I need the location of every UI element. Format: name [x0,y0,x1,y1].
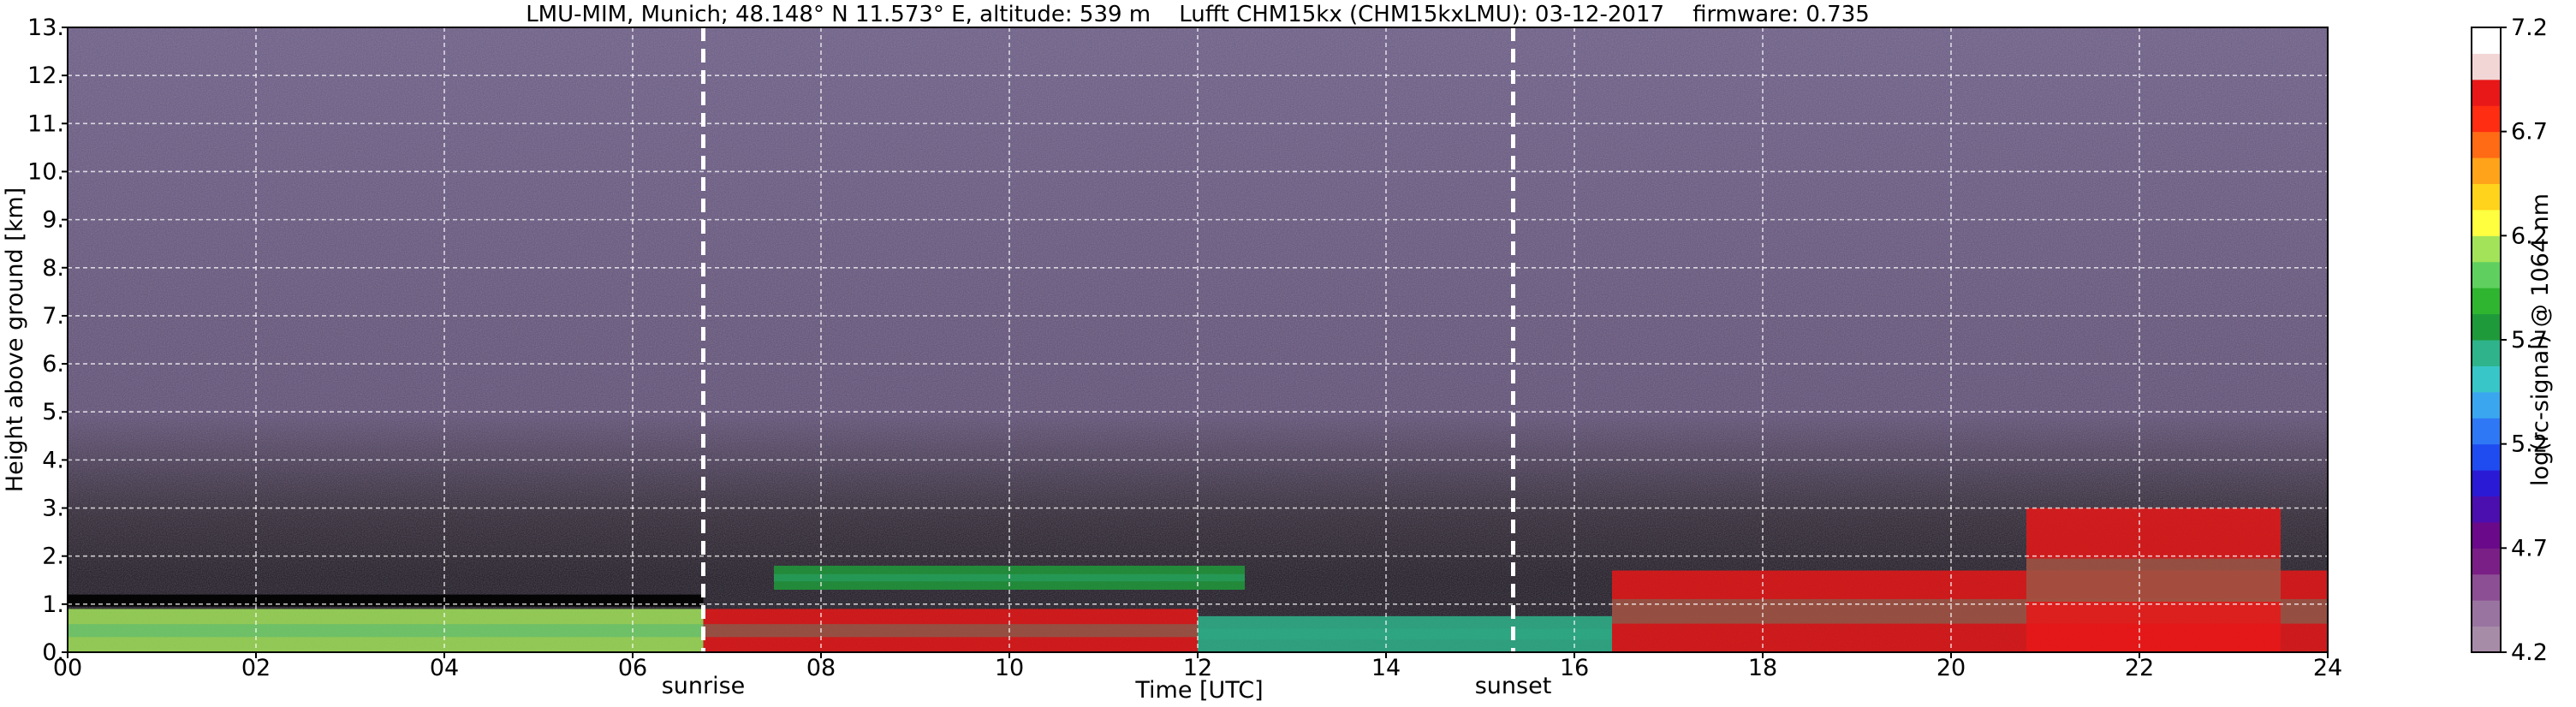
x-tick-label: 06 [618,655,647,681]
x-tick-label: 18 [1748,655,1777,681]
x-ticks: 00 02 04 06 08 10 12 14 16 18 20 22 24 [53,652,2342,681]
colorbar: 4.2 4.7 5.2 5.7 6.2 6.7 7.2 [2471,15,2548,666]
colorbar-swatch [2472,27,2501,54]
colorbar-swatch [2472,418,2501,445]
colorbar-swatch [2472,157,2501,184]
aerosol-layer [68,594,704,607]
y-tick-label: 5. [42,399,64,425]
aerosol-layer [703,609,1198,652]
y-tick-label: 11. [27,110,64,137]
aerosol-layer [1198,615,1612,652]
y-tick-label: 7. [42,303,64,330]
aerosol-layer-core [2026,558,2281,603]
y-tick-label: 10. [27,158,64,185]
sun-markers [701,27,1515,652]
y-tick-label: 12. [27,62,64,89]
colorbar-swatch [2472,521,2501,549]
chart-title: LMU-MIM, Munich; 48.148° N 11.573° E, al… [526,2,1870,27]
y-tick-label: 6. [42,351,64,377]
y-ticks: 0. 1. 2. 3. 4. 5. 6. 7. 8. 9. 10. 11. 12. 13. [27,15,68,666]
colorbar-swatch [2472,313,2501,341]
marker-labels: sunrise sunset [662,673,1552,699]
x-tick-label: 22 [2125,655,2154,681]
aerosol-layer-core [1198,628,1612,640]
colorbar-swatch [2472,235,2501,263]
colorbar-tick-label: 4.7 [2511,535,2548,561]
aerosol-layer-core [703,624,1198,638]
colorbar-tick-label: 5.2 [2511,431,2548,458]
x-tick-label: 08 [806,655,836,681]
colorbar-swatch [2472,53,2501,80]
colorbar-swatch [2472,573,2501,601]
colorbar-swatch [2472,288,2501,315]
x-axis-label: Time [UTC] [1134,677,1263,704]
x-tick-label: 12 [1183,655,1212,681]
aerosol-layers [68,508,2328,652]
colorbar-tick-label: 5.7 [2511,327,2548,354]
x-tick-label: 10 [995,655,1024,681]
y-axis-label: Height above ground [km] [2,187,28,492]
colorbar-tick-label: 6.7 [2511,119,2548,146]
colorbar-tick-label: 6.2 [2511,223,2548,249]
marker-label-sunrise: sunrise [662,673,746,699]
x-tick-label: 16 [1560,655,1589,681]
aerosol-layer [2026,508,2281,652]
x-tick-label: 02 [241,655,271,681]
x-tick-label: 00 [53,655,82,681]
marker-label-sunset: sunset [1475,673,1552,699]
y-tick-label: 8. [42,255,64,282]
colorbar-swatch [2472,261,2501,288]
colorbar-swatch [2472,496,2501,523]
y-tick-label: 0. [42,639,64,666]
y-tick-label: 4. [42,447,64,473]
y-tick-label: 1. [42,591,64,618]
colorbar-swatch [2472,340,2501,366]
colorbar-swatch [2472,105,2501,133]
colorbar-swatch [2472,131,2501,158]
colorbar-tick-label: 7.2 [2511,15,2548,41]
colorbar-swatch [2472,443,2501,471]
colorbar-swatch [2472,600,2501,627]
aerosol-layer [68,609,704,652]
colorbar-swatch [2472,209,2501,236]
colorbar-label: log(rc-signal) @ 1064 nm [2527,193,2554,486]
y-tick-label: 2. [42,544,64,570]
x-tick-label: 24 [2313,655,2342,681]
y-tick-label: 13. [27,15,64,41]
x-tick-label: 14 [1371,655,1401,681]
colorbar-swatch [2472,79,2501,106]
x-tick-label: 20 [1936,655,1966,681]
grid-lines [68,27,2328,652]
colorbar-swatch [2472,470,2501,496]
colorbar-swatch [2472,183,2501,211]
plot-area [68,27,2328,652]
y-tick-label: 3. [42,496,64,522]
x-tick-label: 04 [430,655,459,681]
colorbar-swatch [2472,365,2501,393]
colorbar-swatch [2472,548,2501,575]
y-tick-label: 9. [42,207,64,234]
colorbar-swatch [2472,626,2501,653]
colorbar-swatch [2472,391,2501,419]
colorbar-tick-label: 4.2 [2511,639,2548,666]
aerosol-layer-core [68,624,704,638]
